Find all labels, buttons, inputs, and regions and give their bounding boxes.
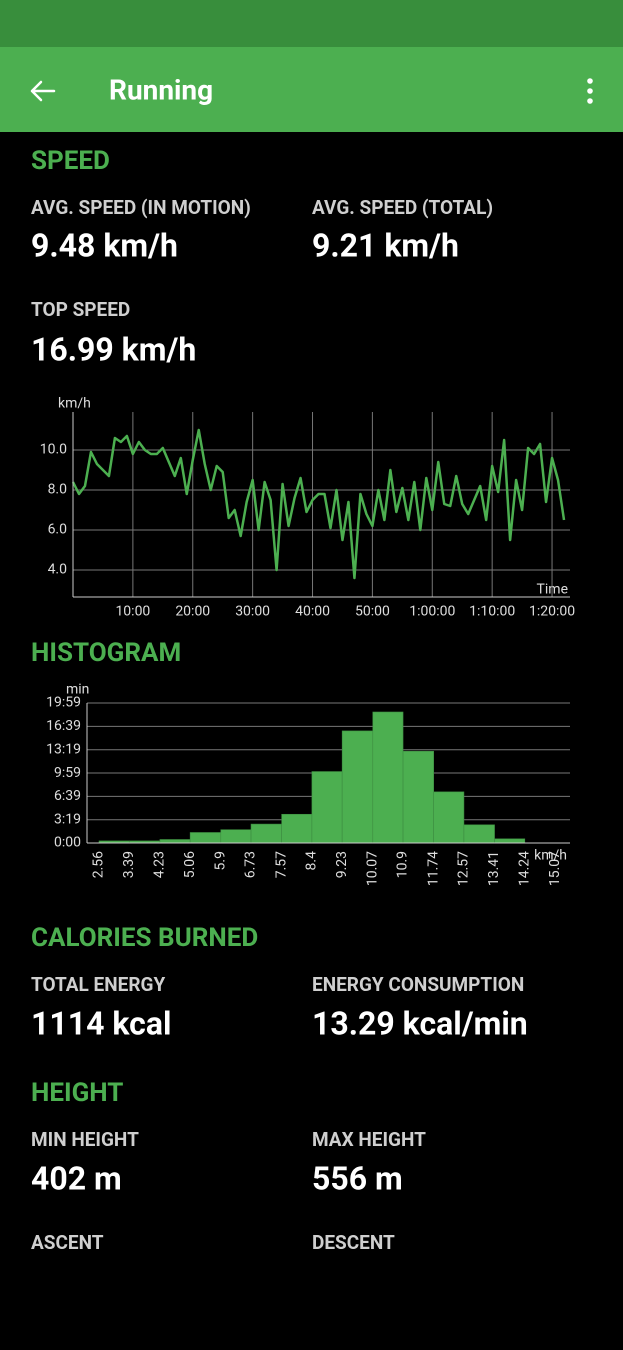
menu-button[interactable] xyxy=(587,78,593,104)
x-tick-label: 7.57 xyxy=(273,851,289,878)
x-tick-label: 5.06 xyxy=(182,851,198,878)
x-tick-label: 30:00 xyxy=(235,604,270,620)
stat-label: MIN HEIGHT xyxy=(31,1128,139,1151)
x-tick-label: 1:10:00 xyxy=(469,604,515,620)
stat-label: TOP SPEED xyxy=(31,298,130,321)
x-tick-label: 6.73 xyxy=(243,851,259,878)
stat-value: 9.21 km/h xyxy=(312,226,459,264)
bar xyxy=(311,771,343,844)
stat-label: TOTAL ENERGY xyxy=(31,973,165,996)
x-tick-label: 4.23 xyxy=(152,851,168,878)
x-tick-label: 20:00 xyxy=(175,604,210,620)
x-tick-label: 13.41 xyxy=(486,851,502,886)
x-tick-label: 1:00:00 xyxy=(409,604,455,620)
stat-label: ASCENT xyxy=(31,1231,104,1254)
x-tick-label: 40:00 xyxy=(295,604,330,620)
stat-value: 16.99 km/h xyxy=(31,330,196,368)
y-tick-label: 6:39 xyxy=(54,788,81,804)
back-button[interactable] xyxy=(30,80,56,102)
section-heading: SPEED xyxy=(31,146,110,176)
y-tick-label: 8.0 xyxy=(48,482,68,498)
x-tick-label: 10.9 xyxy=(395,851,411,878)
stat-label: DESCENT xyxy=(312,1231,395,1254)
x-tick-label: 8.4 xyxy=(304,851,320,871)
y-axis-label: km/h xyxy=(58,396,91,412)
y-tick-label: 10.0 xyxy=(40,442,67,458)
bar xyxy=(159,839,191,844)
stat-label: ENERGY CONSUMPTION xyxy=(312,973,524,996)
x-tick-label: 5.9 xyxy=(212,851,228,870)
stat-value: 556 m xyxy=(312,1159,403,1197)
bar xyxy=(463,824,495,844)
stat-label: AVG. SPEED (TOTAL) xyxy=(312,196,493,219)
y-axis-label: min xyxy=(66,682,89,698)
x-tick-label: 10.07 xyxy=(364,851,380,886)
y-tick-label: 3:19 xyxy=(54,811,81,827)
bar xyxy=(220,829,252,844)
bar xyxy=(250,823,282,844)
section-heading: CALORIES BURNED xyxy=(31,923,258,953)
x-tick-label: 9.23 xyxy=(334,851,350,878)
bar xyxy=(433,791,465,844)
status-bar xyxy=(0,0,623,47)
speed-line xyxy=(71,428,566,580)
app-title: Running xyxy=(109,73,213,106)
x-tick-label: 2.56 xyxy=(91,851,107,878)
y-tick-label: 4.0 xyxy=(48,562,68,578)
stat-value: 402 m xyxy=(31,1159,122,1197)
stat-value: 13.29 kcal/min xyxy=(312,1004,528,1042)
stat-label: MAX HEIGHT xyxy=(312,1128,426,1151)
y-tick-label: 13:19 xyxy=(46,741,81,757)
y-tick-label: 19:59 xyxy=(46,695,81,711)
y-tick-label: 0:00 xyxy=(54,835,81,851)
bar xyxy=(402,750,434,844)
x-tick-label: 12.57 xyxy=(456,851,472,886)
bar xyxy=(494,838,526,844)
stat-value: 9.48 km/h xyxy=(31,226,178,264)
x-tick-label: 15.07 xyxy=(547,851,563,886)
bar xyxy=(281,813,313,844)
bar xyxy=(189,832,222,844)
x-axis-label: km/h xyxy=(534,848,567,864)
y-tick-label: 9:59 xyxy=(54,765,81,781)
x-tick-label: 14.24 xyxy=(517,851,533,886)
section-heading: HEIGHT xyxy=(31,1078,123,1108)
app-bar xyxy=(0,47,623,132)
x-tick-label: 3.39 xyxy=(121,851,137,878)
stat-label: AVG. SPEED (IN MOTION) xyxy=(31,196,251,219)
x-tick-label: 1:20:00 xyxy=(529,604,575,620)
y-tick-label: 6.0 xyxy=(48,522,68,538)
bar xyxy=(372,711,404,844)
y-tick-label: 16:39 xyxy=(46,718,81,734)
section-heading: HISTOGRAM xyxy=(31,638,181,668)
bar xyxy=(341,730,374,844)
x-tick-label: 10:00 xyxy=(115,604,150,620)
x-tick-label: 50:00 xyxy=(355,604,390,620)
stat-value: 1114 kcal xyxy=(31,1004,171,1042)
x-tick-label: 11.74 xyxy=(425,851,441,886)
